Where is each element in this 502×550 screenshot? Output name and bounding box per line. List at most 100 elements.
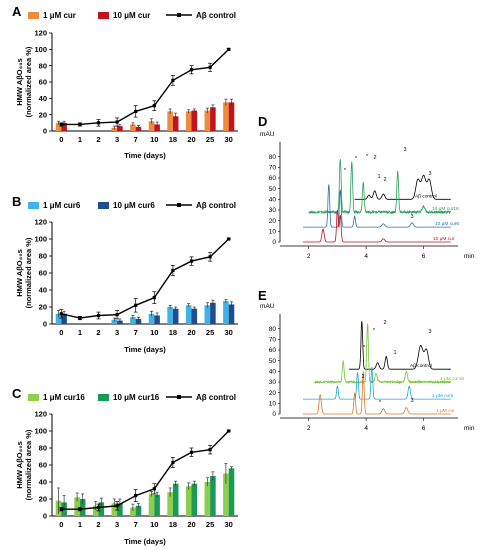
y-tick-label: 20: [269, 218, 277, 225]
x-tick-label: 3: [115, 328, 119, 337]
legend-label: Aβ control: [196, 11, 236, 20]
control-point: [189, 450, 194, 454]
bar: [130, 507, 136, 516]
y-axis-title: mAU: [260, 131, 275, 138]
control-point: [59, 312, 63, 316]
control-point: [115, 313, 119, 317]
peak-label: 3: [428, 329, 431, 335]
x-axis-title: Time (days): [124, 345, 166, 354]
chromatogram-trace: [303, 367, 451, 400]
control-point: [208, 255, 212, 259]
legend-marker: [177, 203, 181, 207]
y-tick-label: 60: [39, 78, 47, 87]
control-point: [208, 448, 212, 452]
peak-label: *: [379, 400, 382, 406]
legend-swatch: [28, 12, 39, 19]
legend-label: 10 μM cur: [113, 11, 150, 20]
y-tick-label: 0: [272, 411, 276, 418]
x-tick-label: 30: [225, 520, 233, 529]
y-tick-label: 120: [34, 29, 47, 38]
y-tick-label: 80: [39, 61, 47, 70]
control-point: [171, 78, 175, 82]
x-tick-label: 10: [150, 328, 158, 337]
y-tick-label: 10: [269, 401, 277, 408]
panel-letter: A: [12, 4, 22, 19]
bar: [191, 308, 198, 324]
x-tick-label: 7: [134, 135, 138, 144]
bar: [185, 486, 192, 516]
y-tick-label: 20: [39, 110, 47, 119]
y-tick-label: 40: [39, 286, 47, 295]
y-tick-label: 50: [269, 358, 277, 365]
y-axis-title-line2: (normalized area %): [24, 429, 33, 500]
peak-label: 2: [383, 320, 386, 326]
y-tick-label: 40: [269, 369, 277, 376]
x-tick-label: 25: [206, 520, 214, 529]
x-axis-title: Time (days): [124, 537, 166, 546]
x-tick-label: 0: [59, 328, 63, 337]
y-tick-label: 0: [272, 239, 276, 246]
bar: [228, 102, 235, 131]
bar: [154, 315, 160, 324]
x-tick-label: 18: [169, 328, 177, 337]
legend-swatch: [98, 202, 109, 209]
control-point: [171, 268, 175, 273]
bar: [185, 305, 192, 324]
bar: [210, 476, 216, 516]
bar: [167, 492, 173, 516]
x-tick-label: 1: [78, 135, 82, 144]
y-tick-label: 60: [39, 269, 47, 278]
bar: [204, 305, 211, 324]
x-tick-label: 2: [96, 520, 100, 529]
x-tick-label: 10: [150, 520, 158, 529]
bar: [228, 304, 235, 324]
bar: [191, 110, 198, 131]
x-tick-label: 1: [78, 520, 82, 529]
legend-label: 10 μM cur6: [113, 201, 155, 210]
x-axis-title: Time (days): [124, 151, 166, 160]
y-axis-title-line2: (normalized area %): [24, 237, 33, 308]
legend-label: 10 μM cur16: [113, 393, 160, 402]
bar: [130, 317, 136, 324]
bar: [111, 503, 118, 516]
y-tick-label: 0: [43, 320, 47, 329]
control-point: [115, 120, 119, 124]
x-tick-label: 0: [59, 520, 63, 529]
bar: [148, 493, 155, 516]
legend-label: 1 μM cur: [43, 11, 76, 20]
bar: [154, 494, 160, 516]
control-point: [152, 296, 156, 300]
y-tick-label: 120: [34, 410, 47, 419]
y-tick-label: 20: [269, 390, 277, 397]
control-line: [61, 48, 230, 126]
y-tick-label: 60: [269, 175, 277, 182]
bar: [98, 502, 105, 516]
trace-label: 1 μM cur: [436, 408, 455, 414]
x-tick-label: 7: [134, 520, 138, 529]
y-tick-label: 100: [34, 45, 47, 54]
bar: [185, 111, 192, 131]
bar: [135, 126, 142, 131]
peak-label: *: [366, 154, 369, 160]
control-point: [134, 494, 138, 498]
bar: [210, 302, 216, 324]
bar: [55, 313, 62, 324]
x-tick-label: 18: [169, 135, 177, 144]
x-tick-label: 1: [78, 328, 82, 337]
y-tick-label: 100: [34, 235, 47, 244]
control-point: [96, 505, 101, 510]
legend-label: 1 μM cur16: [43, 393, 85, 402]
peak-label: *: [355, 156, 358, 162]
panel-letter: E: [258, 288, 267, 303]
y-tick-label: 30: [269, 379, 277, 386]
bar: [172, 116, 179, 131]
control-point: [189, 68, 194, 72]
peak-label: 3: [403, 147, 406, 153]
y-tick-label: 80: [269, 326, 277, 333]
bar: [191, 483, 198, 516]
control-point: [227, 237, 231, 241]
y-axis-title: HMW AβO₄₀s (normalized area %): [15, 429, 33, 500]
peak-label: *: [363, 345, 366, 351]
